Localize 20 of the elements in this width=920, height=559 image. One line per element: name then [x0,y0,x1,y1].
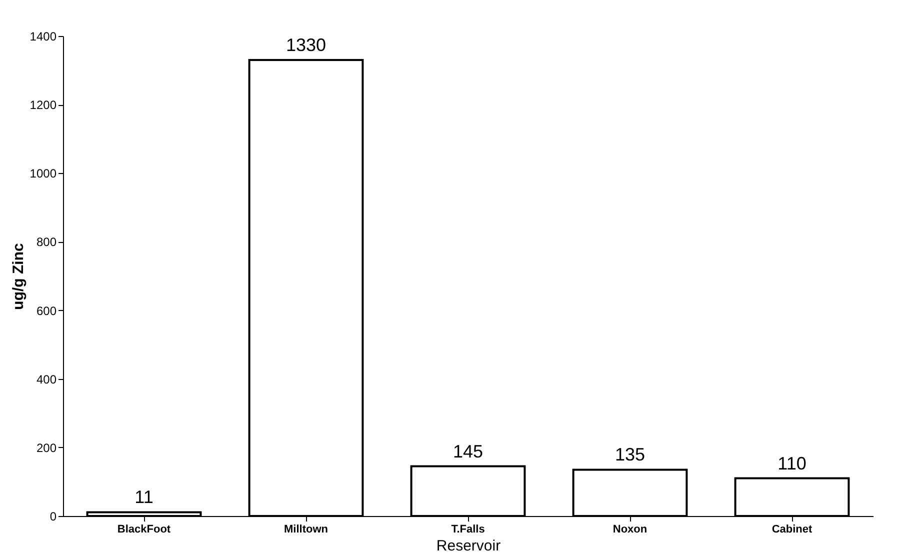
x-tick-label: Milltown [284,524,328,536]
y-tick-label: 800 [36,235,57,250]
x-tick-label: Cabinet [772,524,812,536]
y-tick-label: 600 [36,304,57,318]
x-tick-label: BlackFoot [117,524,171,536]
y-tick-label: 1000 [30,166,57,181]
y-tick-label: 1200 [30,98,57,112]
data-label: 145 [452,441,484,462]
y-tick-label: 200 [36,440,57,455]
y-tick-label: 400 [36,372,57,386]
data-label: 11 [134,487,154,508]
y-axis-title: ug/g Zinc [10,243,27,310]
data-label: 135 [614,444,646,465]
x-tick-label: T.Falls [451,524,485,536]
y-tick-label: 1400 [30,30,57,44]
y-tick-label: 0 [50,510,57,524]
x-axis-title: Reservoir [436,538,501,554]
x-tick-label: Noxon [612,524,648,536]
data-label: 110 [778,453,806,474]
data-label: 1330 [286,35,326,55]
